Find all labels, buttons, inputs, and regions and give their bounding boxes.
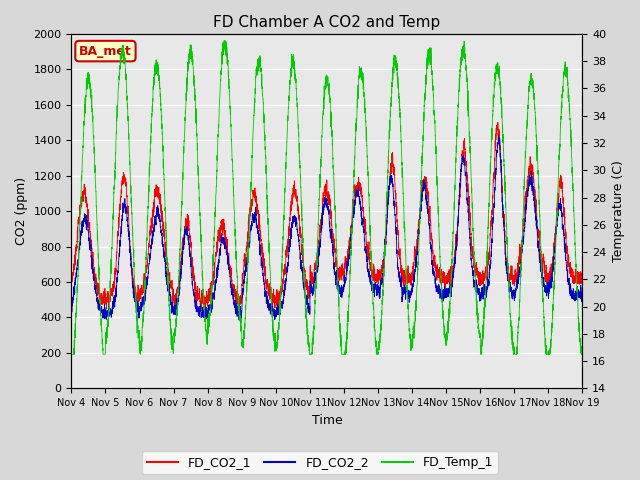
Y-axis label: CO2 (ppm): CO2 (ppm) — [15, 177, 28, 245]
X-axis label: Time: Time — [312, 414, 342, 427]
Legend: FD_CO2_1, FD_CO2_2, FD_Temp_1: FD_CO2_1, FD_CO2_2, FD_Temp_1 — [141, 451, 499, 474]
Text: BA_met: BA_met — [79, 45, 132, 58]
Title: FD Chamber A CO2 and Temp: FD Chamber A CO2 and Temp — [213, 15, 440, 30]
Y-axis label: Temperature (C): Temperature (C) — [612, 160, 625, 262]
